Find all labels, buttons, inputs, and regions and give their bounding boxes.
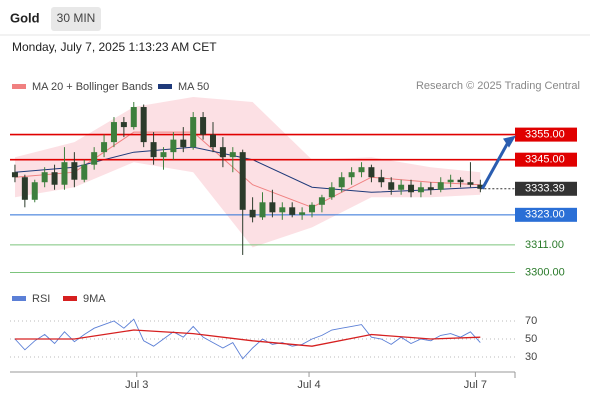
candle-body [200,117,207,135]
candle-body [417,187,424,193]
candle-body [31,182,38,200]
candle-body [467,182,474,185]
candle-body [328,187,335,198]
candle-body [279,207,286,213]
legend-swatch [12,296,26,301]
x-tick-label: Jul 4 [297,379,320,391]
candle-body [101,142,108,153]
candle-body [457,179,464,183]
candle-body [309,204,316,213]
candle-body [209,134,216,148]
candle-body [318,197,325,205]
last-price-badge [515,181,577,196]
rsi-line [14,318,481,360]
candle-body [180,139,187,148]
candle-body [358,167,365,173]
last-price-label: 3333.39 [525,183,565,195]
credit: Research © 2025 Trading Central [416,80,580,92]
candle-body [150,142,157,158]
candle-body [61,162,68,185]
legend-swatch [63,296,77,301]
legend-label: 9MA [83,293,106,305]
legend-label: MA 20 + Bollinger Bands [32,81,153,93]
candle-body [120,122,127,128]
candle-body [437,182,444,190]
level-label: 3355.00 [525,129,565,141]
candle-body [21,177,28,200]
candle-body [249,209,256,218]
candle-body [190,117,197,148]
forecast-arrowhead [503,135,516,148]
candle-body [91,152,98,165]
interval[interactable]: 30 MIN [57,11,96,25]
forecast-arrow [481,139,511,190]
level-label: 3311.00 [525,239,564,251]
candle-body [110,122,117,143]
symbol: Gold [10,10,40,25]
legend-swatch [158,84,172,89]
candle-body [348,172,355,178]
candle-body [477,184,484,189]
candle-body [71,162,78,180]
interval-badge[interactable] [51,7,101,31]
level-label: 3323.00 [525,209,565,221]
y-tick-label: 30 [525,351,537,363]
candle-body [51,172,58,185]
candle-body [140,107,147,143]
candle-body [11,172,18,178]
candle-body [289,207,296,215]
candle-body [269,202,276,213]
legend-label: RSI [32,293,50,305]
legend-swatch [12,84,26,89]
candle-body [229,152,236,158]
candle-body [130,107,137,128]
candle-body [160,152,167,158]
candle-body [81,164,88,180]
candle-body [299,212,306,215]
x-tick-label: Jul 7 [464,379,487,391]
x-tick-label: Jul 3 [125,379,148,391]
datetime: Monday, July 7, 2025 1:13:23 AM CET [12,40,217,54]
level-label: 3300.00 [525,266,565,278]
candle-body [219,147,226,158]
candle-body [239,152,246,210]
legend-label: MA 50 [178,81,209,93]
candle-body [368,167,375,178]
candle-body [170,139,177,153]
candle-body [408,184,415,193]
candle-body [398,184,405,190]
rsi-line [15,329,481,347]
y-tick-label: 50 [525,333,537,345]
level-badge [515,152,577,167]
candle-body [259,202,266,218]
level-badge [515,127,577,142]
candle-body [378,177,385,183]
candle-body [41,172,48,183]
candle-body [447,179,454,183]
candle-body [427,187,434,190]
candle-body [338,177,345,188]
level-badge [515,207,577,222]
candle-body [388,182,395,190]
level-label: 3345.00 [525,154,565,166]
y-tick-label: 70 [525,315,537,327]
